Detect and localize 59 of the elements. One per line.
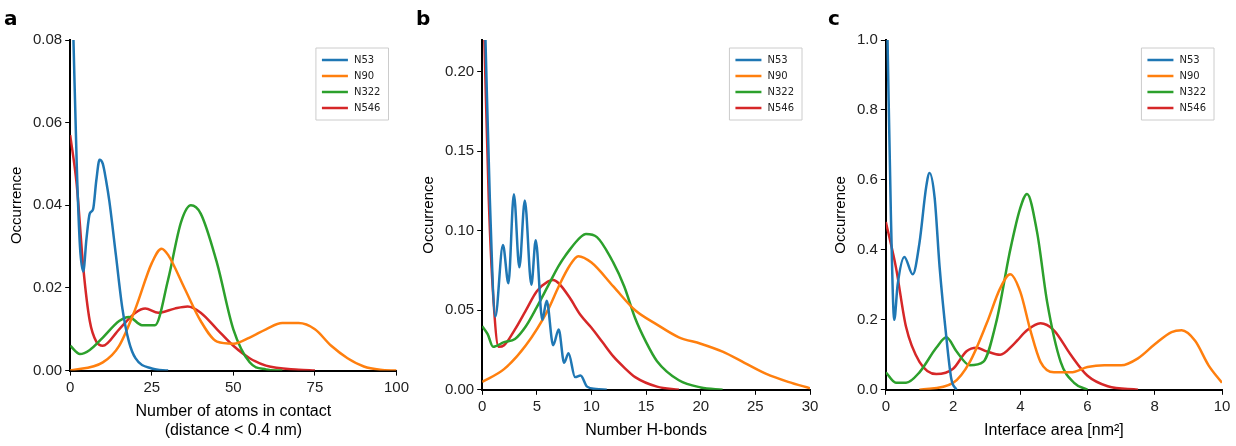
y-axis-title: Occurrence: [7, 166, 25, 245]
y-tick-label: 0.15: [444, 141, 475, 159]
x-tick-label: 10: [1213, 396, 1231, 414]
x-tick-label: 15: [637, 396, 655, 414]
y-tick-label: 0.00: [32, 360, 63, 378]
x-tick-label: 20: [692, 396, 710, 414]
x-tick-label: 8: [1150, 396, 1159, 414]
y-tick-label: 0.00: [444, 379, 475, 397]
x-tick-label: 6: [1083, 396, 1092, 414]
x-tick-label: 5: [532, 396, 541, 414]
x-tick-label: 25: [747, 396, 764, 414]
y-tick-label: 0.0: [856, 379, 878, 397]
y-tick-label: 0.6: [856, 170, 878, 188]
legend-label: N90: [767, 69, 788, 81]
legend-label: N546: [353, 101, 381, 113]
line-series: [70, 204, 284, 371]
legend-label: N53: [353, 53, 375, 65]
x-tick-label: 10: [583, 396, 600, 414]
legend-label: N90: [353, 69, 375, 81]
y-tick-label: 0.02: [32, 278, 63, 296]
y-tick-label: 0.8: [856, 100, 878, 118]
x-tick-label: 4: [1016, 396, 1025, 414]
x-tick-label: 100: [383, 377, 409, 395]
y-tick-label: 0.04: [32, 195, 63, 213]
line-series: [918, 273, 1222, 390]
y-axis-title: Occurrence: [831, 176, 849, 254]
chart-title: a: [4, 6, 18, 31]
x-tick-label: 0: [478, 396, 487, 414]
line-series: [885, 192, 1089, 390]
y-tick-label: 0.08: [32, 30, 63, 48]
legend-label: N322: [353, 85, 381, 97]
y-tick-label: 0.2: [856, 309, 878, 327]
x-axis-title: Number H-bonds: [585, 420, 708, 438]
x-tick-label: 0: [881, 396, 891, 414]
x-axis-title: Number of atoms in contact (distance < 0.4 nm): [135, 401, 332, 438]
x-axis-title: Interface area [nm²]: [984, 420, 1124, 438]
legend-label: N90: [1179, 69, 1200, 81]
x-tick-label: 25: [143, 377, 161, 395]
chart-title: b: [416, 6, 431, 31]
y-tick-label: 0.10: [444, 220, 475, 238]
x-tick-label: 2: [948, 396, 958, 414]
line-series: [482, 232, 724, 390]
legend-label: N322: [1179, 85, 1207, 97]
chart-title: c: [828, 6, 840, 31]
x-tick-label: 50: [225, 377, 242, 395]
y-tick-label: 0.06: [32, 112, 63, 130]
y-tick-label: 0.05: [444, 300, 475, 318]
x-tick-label: 0: [66, 377, 75, 395]
legend-label: N322: [767, 85, 795, 97]
y-tick-label: 1.0: [856, 30, 878, 48]
y-tick-label: 0.4: [856, 240, 878, 258]
legend-label: N546: [1179, 101, 1207, 113]
y-tick-label: 0.20: [444, 61, 475, 79]
legend-label: N53: [767, 53, 788, 65]
y-axis-title: Occurrence: [419, 176, 437, 254]
legend-label: N53: [1179, 53, 1200, 65]
legend-label: N546: [767, 101, 795, 113]
x-tick-label: 75: [306, 377, 324, 395]
x-tick-label: 30: [801, 396, 819, 414]
